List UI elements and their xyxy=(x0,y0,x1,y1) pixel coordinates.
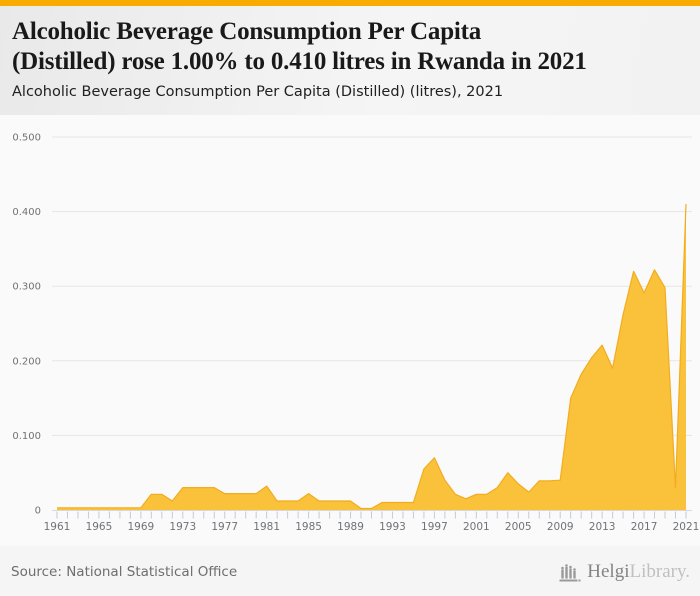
svg-text:2005: 2005 xyxy=(505,521,532,533)
svg-text:1997: 1997 xyxy=(421,521,448,533)
title-line-1: Alcoholic Beverage Consumption Per Capit… xyxy=(12,18,482,45)
header: Alcoholic Beverage Consumption Per Capit… xyxy=(0,6,700,115)
svg-text:2013: 2013 xyxy=(589,521,616,533)
logo-text-library: Library. xyxy=(629,560,691,582)
consumption-area-chart[interactable]: 0 0.100 0.200 0.300 0.400 0.500 1961 1965 1969 19… xyxy=(0,115,700,546)
title-line-2: (Distilled) rose 1.00% to 0.410 litres i… xyxy=(12,48,587,75)
logo-text-helgi: Helgi xyxy=(587,560,630,582)
svg-text:1961: 1961 xyxy=(44,521,71,533)
svg-text:2009: 2009 xyxy=(547,521,574,533)
chart-section: 0 0.100 0.200 0.300 0.400 0.500 1961 1965 1969 19… xyxy=(0,115,700,546)
page-title: Alcoholic Beverage Consumption Per Capit… xyxy=(12,17,688,77)
svg-text:0.400: 0.400 xyxy=(12,207,41,218)
chart-subtitle: Alcoholic Beverage Consumption Per Capit… xyxy=(12,84,504,100)
svg-text:0.300: 0.300 xyxy=(12,282,41,293)
svg-text:1977: 1977 xyxy=(211,521,238,533)
bar-chart-logo-icon xyxy=(559,563,581,581)
svg-text:1989: 1989 xyxy=(337,521,364,533)
svg-text:2021: 2021 xyxy=(673,521,700,533)
svg-text:1965: 1965 xyxy=(86,521,113,533)
svg-text:0: 0 xyxy=(35,506,41,517)
svg-text:1993: 1993 xyxy=(379,521,406,533)
svg-text:0.500: 0.500 xyxy=(12,133,41,144)
svg-text:2017: 2017 xyxy=(631,521,658,533)
top-accent-bar xyxy=(0,0,700,6)
svg-text:2001: 2001 xyxy=(463,521,490,533)
svg-text:0.200: 0.200 xyxy=(12,356,41,367)
footer: Source: National Statistical Office Helg… xyxy=(0,546,700,596)
svg-text:1981: 1981 xyxy=(253,521,280,533)
helgi-library-logo[interactable]: Helgi Library. xyxy=(558,560,690,584)
svg-text:1973: 1973 xyxy=(169,521,196,533)
source-label: Source: National Statistical Office xyxy=(11,563,238,580)
svg-text:1969: 1969 xyxy=(127,521,154,533)
svg-text:1985: 1985 xyxy=(295,521,322,533)
svg-text:0.100: 0.100 xyxy=(12,431,41,442)
